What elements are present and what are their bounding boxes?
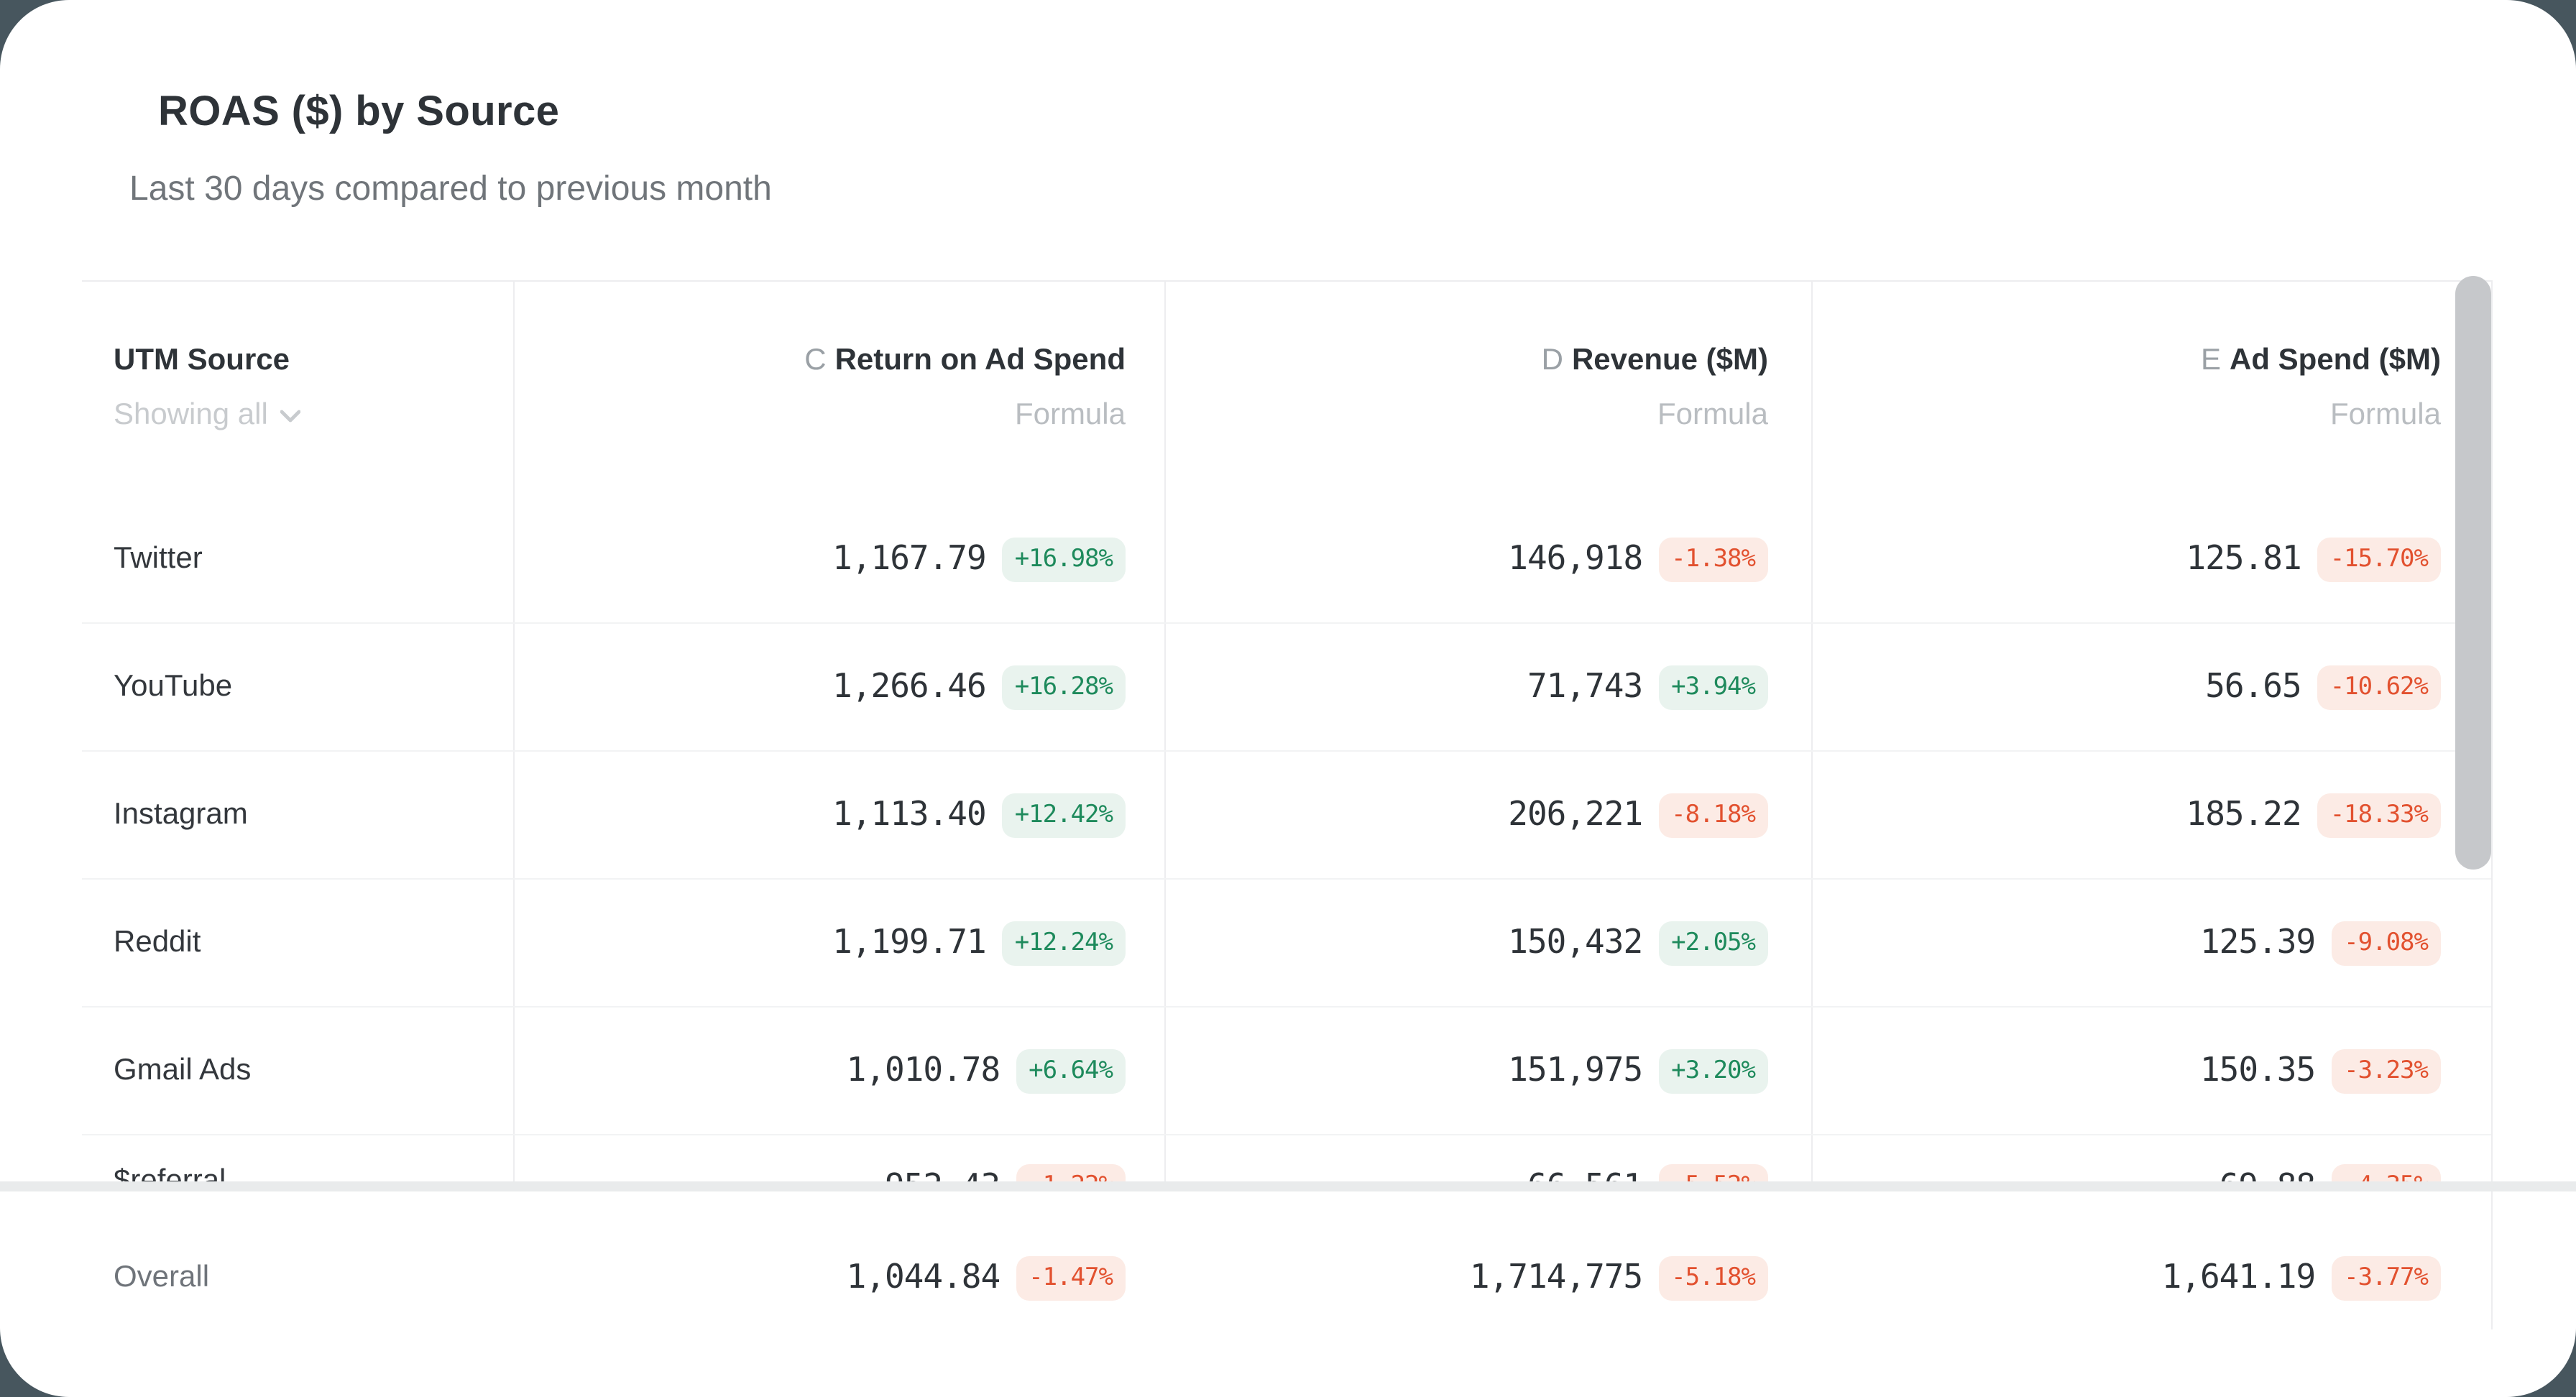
vertical-scrollbar-thumb[interactable] [2455,276,2491,870]
revenue-value: 66,561 [1527,1168,1643,1181]
revenue-value: 146,918 [1508,540,1643,578]
table-header: UTM Source Showing all C Return on Ad Spe… [82,280,2491,496]
table-right-border [2491,280,2493,1329]
roas-value: 1,199.71 [832,924,987,962]
header-utm-source: UTM Source Showing all [82,280,513,496]
header-ad-spend[interactable]: E Ad Spend ($M) Formula [1811,280,2491,496]
column-divider [1164,280,1166,1181]
overall-label: Overall [114,1260,210,1294]
revenue-value: 151,975 [1508,1052,1643,1089]
table-body: Twitter 1,167.79 +16.98% 146,918 -1.38% 12… [82,496,2491,1181]
adspend-value: 56.65 [2205,668,2301,706]
row-source-label: YouTube [114,670,233,703]
delta-badge: +3.94% [1658,665,1768,709]
delta-badge: -15.70% [2317,537,2441,581]
table-top-border [82,280,2491,282]
delta-badge: -5.18% [1658,1255,1768,1300]
table-row-referral: $referral 952.43 -1.22% 66,561 -5.52% 69.8… [82,1135,2491,1181]
roas-value: 1,167.79 [832,540,987,578]
row-source-label: Twitter [114,542,203,575]
adspend-value: 125.81 [2186,540,2302,578]
adspend-value: 150.35 [2199,1052,2316,1089]
delta-badge: +3.20% [1658,1048,1768,1093]
column-divider [513,280,515,1181]
column-divider [1811,280,1813,1181]
delta-badge: -1.47% [1016,1255,1126,1300]
delta-badge: -3.77% [2331,1255,2441,1300]
source-filter-label: Showing all [114,398,268,431]
adspend-value: 185.22 [2186,796,2302,834]
table-row-reddit: Reddit 1,199.71 +12.24% 150,432 +2.05% 125… [82,880,2491,1008]
row-source-label: $referral [114,1164,226,1181]
card-subtitle: Last 30 days compared to previous month [129,170,772,208]
row-source-label: Gmail Ads [114,1053,252,1087]
delta-badge: -18.33% [2317,793,2441,837]
delta-badge: +16.28% [1001,665,1126,709]
delta-badge: -1.22% [1016,1164,1126,1181]
table-footer-overall: Overall 1,044.84 -1.47% 1,714,775 -5.18% 1… [82,1191,2491,1364]
roas-value: 1,113.40 [832,796,987,834]
roas-value: 1,010.78 [846,1052,1001,1089]
formula-label: Formula [1014,398,1126,431]
delta-badge: -9.08% [2331,921,2441,965]
header-revenue[interactable]: D Revenue ($M) Formula [1164,280,1811,496]
delta-badge: +12.24% [1001,921,1126,965]
revenue-value: 71,743 [1527,668,1643,706]
table-row-gmail-ads: Gmail Ads 1,010.78 +6.64% 151,975 +3.20% 1… [82,1008,2491,1135]
chevron-down-icon [280,409,301,422]
overall-adspend-value: 1,641.19 [2161,1259,2317,1296]
delta-badge: -10.62% [2317,665,2441,709]
overall-roas-value: 1,044.84 [846,1259,1001,1296]
header-return-on-ad-spend[interactable]: C Return on Ad Spend Formula [513,280,1164,496]
row-source-label: Reddit [114,926,201,959]
column-name: Revenue ($M) [1571,344,1768,377]
column-name: Ad Spend ($M) [2230,344,2441,377]
delta-badge: -1.38% [1658,537,1768,581]
column-letter: C [804,344,827,377]
utm-source-label: UTM Source [114,344,290,377]
adspend-value: 125.39 [2199,924,2316,962]
delta-badge: +12.42% [1001,793,1126,837]
formula-label: Formula [1657,398,1768,431]
row-source-label: Instagram [114,798,248,831]
delta-badge: -3.23% [2331,1048,2441,1093]
formula-label: Formula [2329,398,2441,431]
delta-badge: -5.52% [1658,1164,1768,1181]
column-letter: E [2200,344,2221,377]
delta-badge: +6.64% [1016,1048,1126,1093]
delta-badge: -4.35% [2331,1164,2441,1181]
card-title: ROAS ($) by Source [158,89,560,135]
delta-badge: +16.98% [1001,537,1126,581]
delta-badge: +2.05% [1658,921,1768,965]
source-filter-dropdown[interactable]: Showing all [114,398,301,433]
revenue-value: 206,221 [1508,796,1643,834]
table-row-twitter: Twitter 1,167.79 +16.98% 146,918 -1.38% 12… [82,496,2491,624]
roas-value: 1,266.46 [832,668,987,706]
adspend-value: 69.88 [2220,1168,2316,1181]
footer-divider [0,1181,2576,1191]
column-letter: D [1541,344,1563,377]
table-row-instagram: Instagram 1,113.40 +12.42% 206,221 -8.18% … [82,752,2491,880]
roas-value: 952.43 [885,1168,1000,1181]
delta-badge: -8.18% [1658,793,1768,837]
revenue-value: 150,432 [1508,924,1643,962]
table-row-youtube: YouTube 1,266.46 +16.28% 71,743 +3.94% 56.… [82,624,2491,752]
column-name: Return on Ad Spend [834,344,1126,377]
overall-revenue-value: 1,714,775 [1469,1259,1643,1296]
